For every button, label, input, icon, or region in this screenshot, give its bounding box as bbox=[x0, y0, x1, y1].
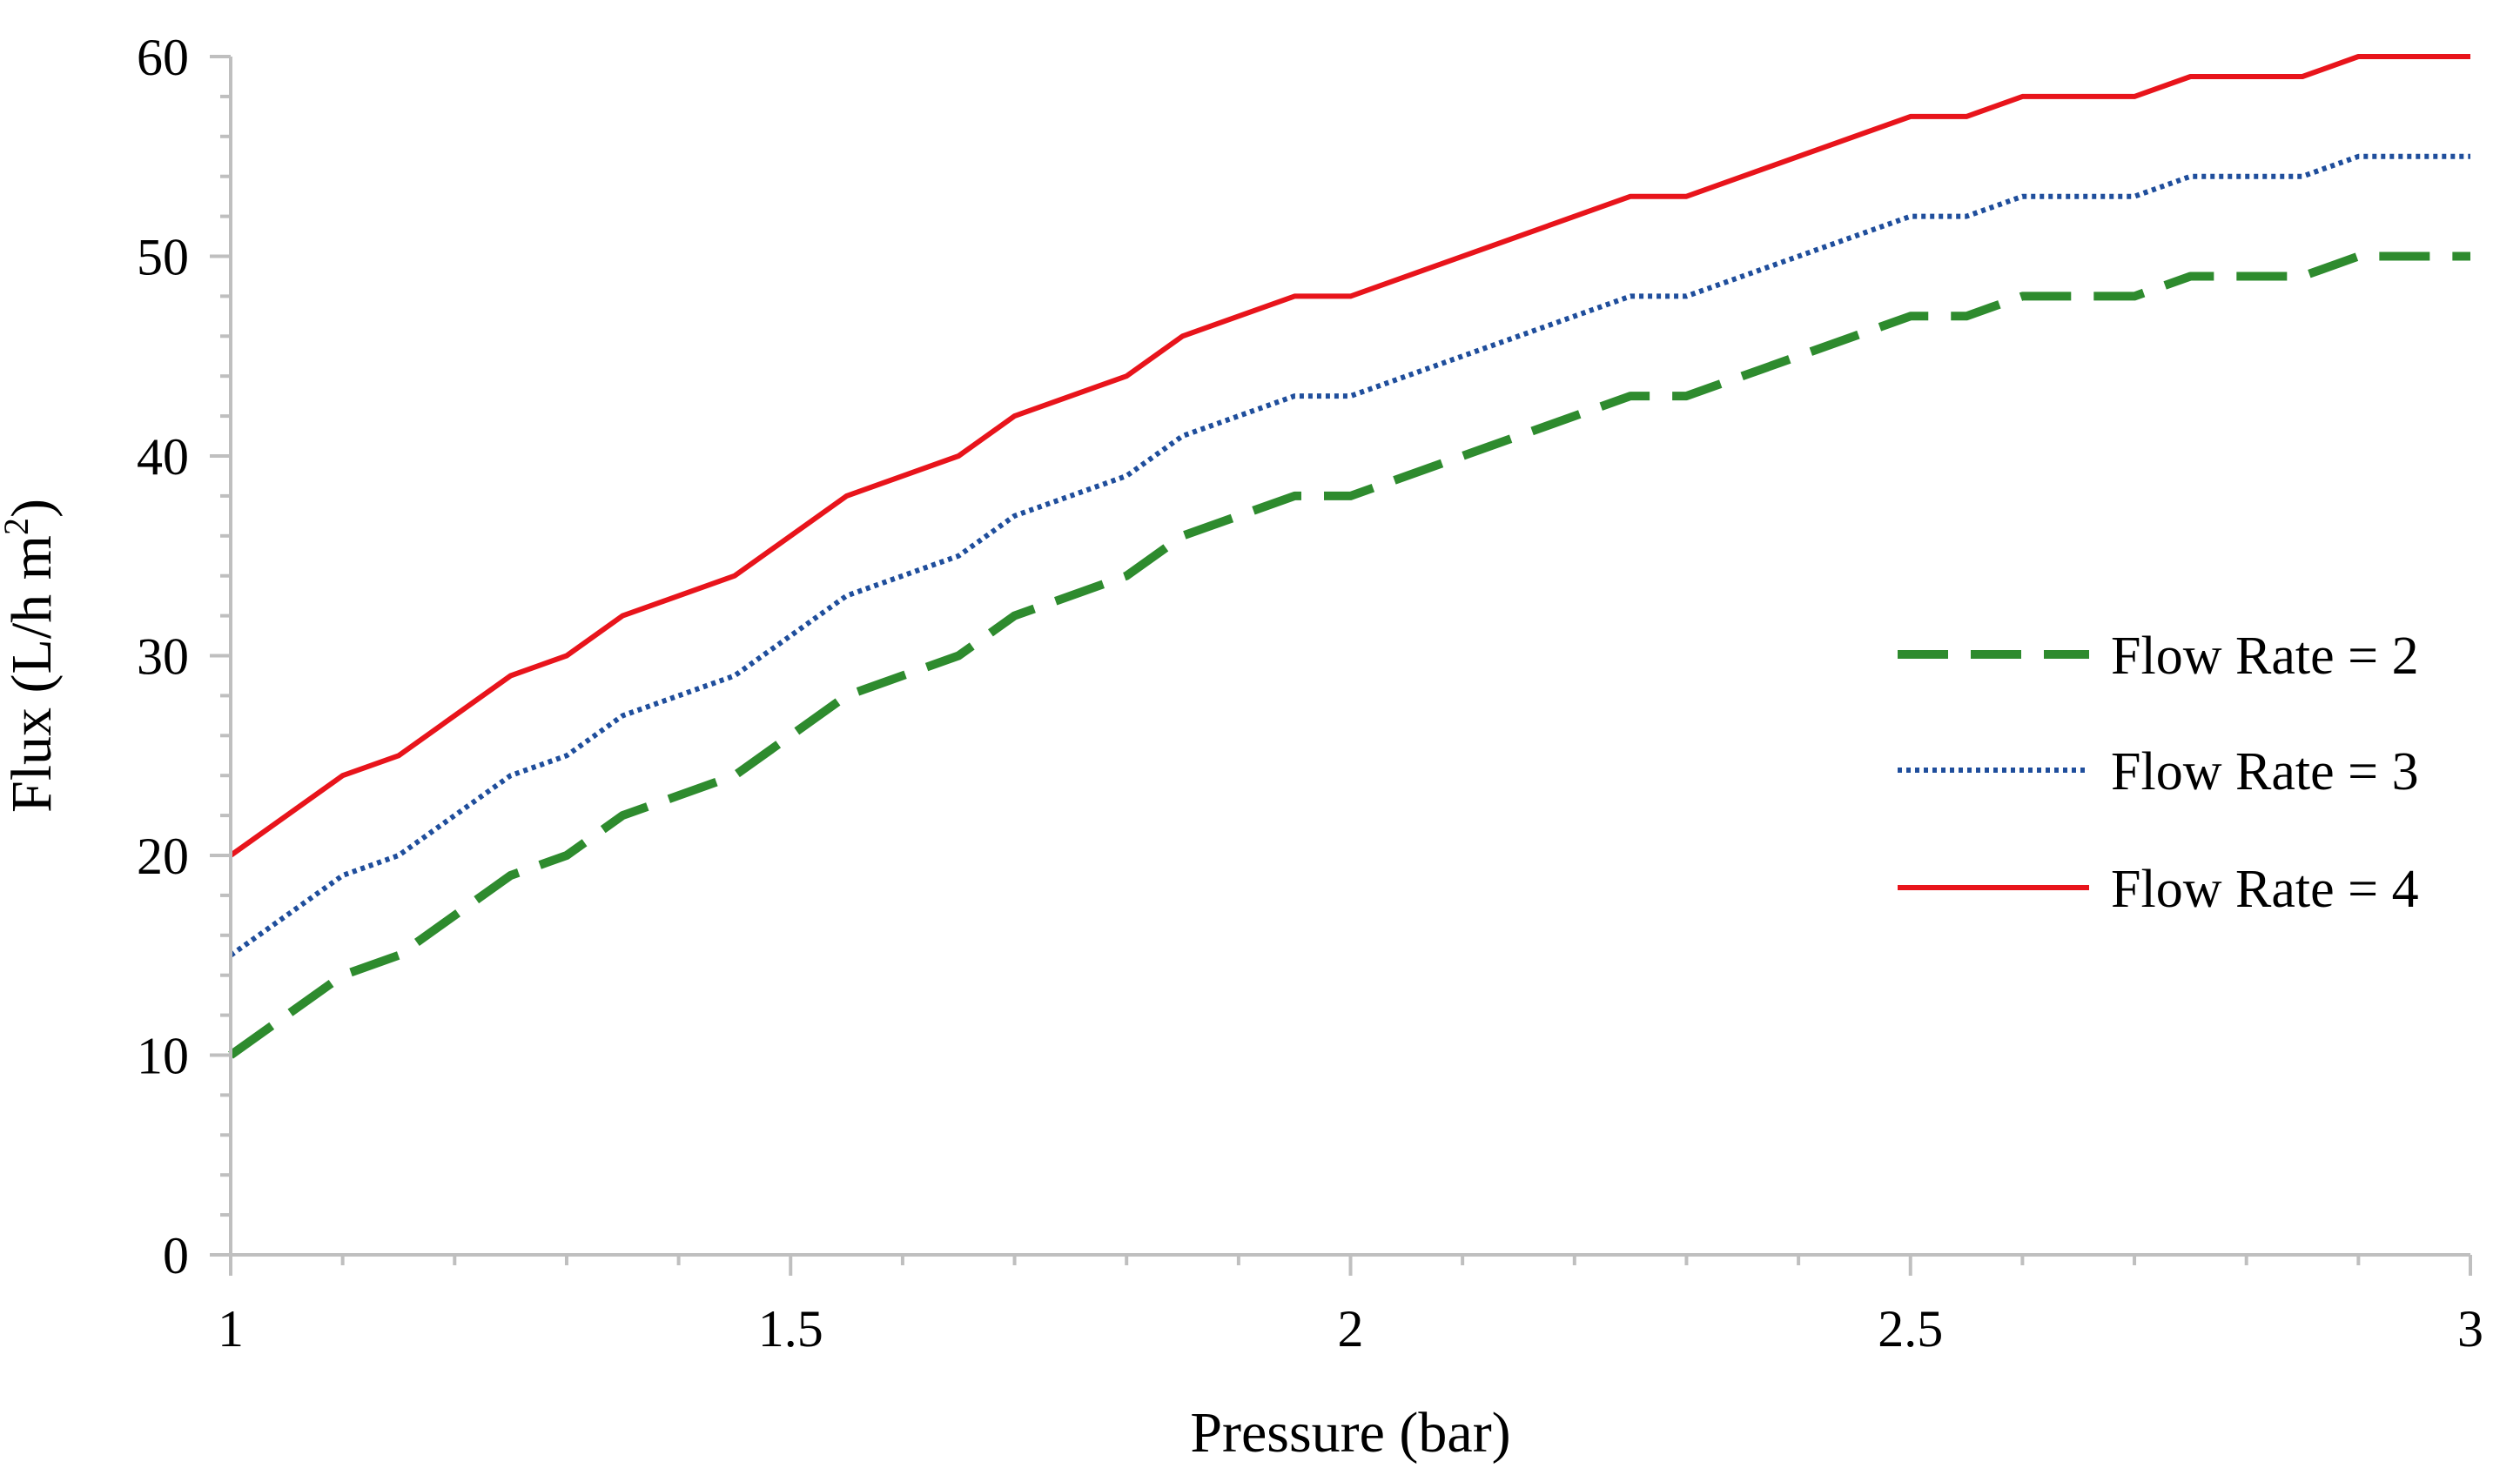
series-layer bbox=[228, 54, 2470, 1059]
y-tick-label: 40 bbox=[137, 428, 189, 486]
ticks-layer bbox=[210, 55, 2472, 1276]
y-axis-title-superscript: 2 bbox=[0, 518, 36, 535]
y-tick-label: 20 bbox=[137, 828, 189, 885]
legend-label-flow-rate-3: Flow Rate = 3 bbox=[2111, 742, 2419, 801]
x-tick-label: 2 bbox=[1338, 1300, 1364, 1358]
y-tick-label: 30 bbox=[137, 628, 189, 686]
x-tick-label: 1.5 bbox=[758, 1300, 823, 1358]
y-axis-title: Flux (L/h m2) bbox=[0, 499, 64, 813]
x-tick-label: 3 bbox=[2457, 1300, 2483, 1358]
y-axis-title-main: Flux (L/h m bbox=[0, 535, 64, 813]
x-axis-title: Pressure (bar) bbox=[1190, 1401, 1510, 1465]
legend-label-flow-rate-2: Flow Rate = 2 bbox=[2111, 627, 2419, 686]
tick-labels-layer: 0 10 20 30 40 50 60 1 1.5 2 2.5 3 bbox=[137, 29, 2483, 1358]
y-axis-title-tail: ) bbox=[0, 499, 64, 518]
y-tick-label: 10 bbox=[137, 1028, 189, 1085]
legend: Flow Rate = 2 Flow Rate = 3 Flow Rate = 4 bbox=[1898, 627, 2419, 919]
series-line-flow-rate-3 bbox=[229, 153, 2470, 958]
y-tick-label: 0 bbox=[163, 1227, 189, 1284]
series-line-flow-rate-4 bbox=[229, 54, 2470, 858]
legend-label-flow-rate-4: Flow Rate = 4 bbox=[2111, 860, 2419, 919]
x-tick-label: 2.5 bbox=[1878, 1300, 1943, 1358]
x-tick-label: 1 bbox=[218, 1300, 244, 1358]
series-line-flow-rate-2 bbox=[228, 251, 2470, 1059]
y-tick-label: 60 bbox=[137, 29, 189, 86]
y-tick-label: 50 bbox=[137, 229, 189, 286]
